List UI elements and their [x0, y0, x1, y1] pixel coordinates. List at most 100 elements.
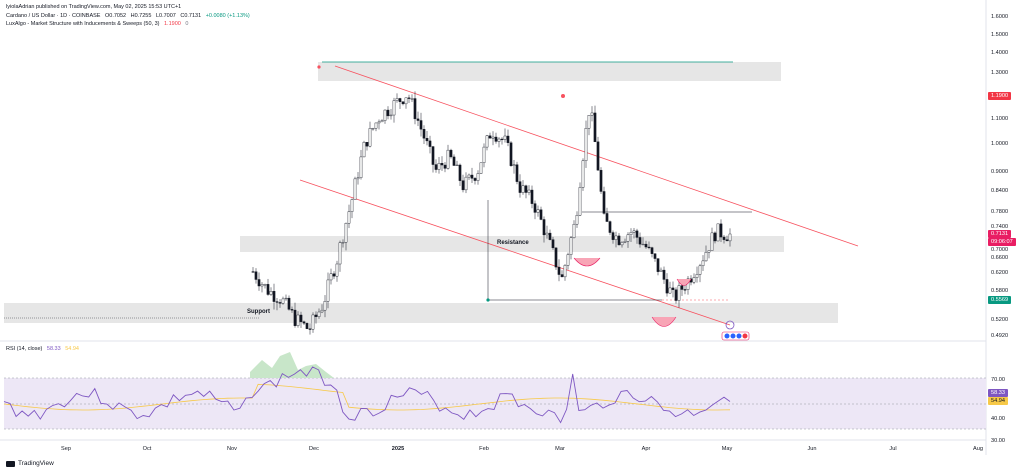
- price-axis-label: 0.5200: [991, 317, 1008, 323]
- time-axis-label: Nov: [227, 446, 237, 452]
- candle-body: [701, 260, 705, 267]
- candle-body: [692, 277, 696, 283]
- price-axis-label: 0.6600: [991, 255, 1008, 261]
- symbol-name[interactable]: Cardano / US Dollar · 1D · COINBASE: [6, 13, 101, 19]
- high-price-tag: 1.1900: [988, 92, 1012, 100]
- candle-body: [350, 199, 354, 212]
- price-axis-label: 0.7800: [991, 209, 1008, 215]
- candle-body: [266, 284, 270, 295]
- candle-body: [362, 141, 366, 158]
- indicator-value: 1.1900: [164, 21, 181, 27]
- price-axis-label: 0.6200: [991, 270, 1008, 276]
- candle-body: [647, 246, 651, 249]
- projection-icon[interactable]: [725, 320, 735, 330]
- indicator-name[interactable]: LuxAlgo - Market Structure with Induceme…: [6, 21, 160, 27]
- candle-body: [299, 314, 303, 322]
- candle-body: [533, 203, 537, 213]
- candle-body: [677, 285, 681, 301]
- candle-body: [311, 314, 315, 330]
- resistance-label: Resistance: [497, 240, 529, 246]
- candle-body: [479, 162, 483, 174]
- price-axis-label: 0.7400: [991, 224, 1008, 230]
- price-axis-label: 1.5000: [991, 32, 1008, 38]
- candle-body: [413, 98, 417, 120]
- candle-body: [497, 138, 501, 142]
- candle-body: [371, 128, 375, 130]
- candle-body: [662, 269, 666, 280]
- candle-body: [344, 223, 348, 243]
- candle-body: [320, 309, 324, 313]
- price-axis-label: 1.4000: [991, 50, 1008, 56]
- time-axis-label: Mar: [555, 446, 565, 452]
- candle-body: [314, 314, 318, 317]
- candle-body: [728, 233, 732, 242]
- candle-body: [404, 97, 408, 105]
- candle-body: [251, 271, 255, 273]
- rsi-value: 58.33: [46, 346, 61, 352]
- rsi-ma-tag: 54.94: [988, 397, 1008, 405]
- rsi-ma-value: 54.94: [65, 346, 79, 352]
- candle-body: [386, 109, 390, 117]
- rsi-legend: RSI (14, close) 58.33 54.94: [6, 346, 82, 352]
- time-axis-label: Feb: [479, 446, 489, 452]
- candle-body: [443, 164, 447, 169]
- rsi-axis-label: 70.00: [991, 377, 1005, 383]
- rsi-name[interactable]: RSI (14, close): [6, 346, 43, 352]
- time-axis[interactable]: Sep Oct Nov Dec 2025 Feb Mar Apr May Jun Jul Aug: [61, 446, 983, 452]
- candle-body: [575, 215, 579, 225]
- last-price-tag: 0.7131: [988, 230, 1012, 238]
- candle-body: [485, 135, 489, 148]
- top-marker: [317, 65, 321, 69]
- candle-body: [272, 291, 276, 302]
- candle-body: [359, 156, 363, 178]
- candle-body: [461, 180, 465, 191]
- candle-body: [722, 236, 726, 240]
- candle-body: [431, 146, 435, 165]
- candle-body: [446, 149, 450, 169]
- footer-brand[interactable]: TradingView: [6, 460, 54, 467]
- candle-body: [632, 230, 636, 233]
- candle-body: [422, 129, 426, 139]
- price-axis-label: 0.5800: [991, 288, 1008, 294]
- symbol-line: Cardano / US Dollar · 1D · COINBASE O0.7…: [6, 13, 253, 19]
- candle-body: [656, 258, 660, 272]
- publisher-line: lyiolaAdrian published on TradingView.co…: [6, 4, 184, 10]
- candle-body: [698, 265, 702, 275]
- sweep-marker-3: [651, 316, 677, 327]
- candle-body: [392, 100, 396, 116]
- candle-body: [437, 163, 441, 170]
- candle-body: [563, 265, 567, 278]
- candle-body: [551, 239, 555, 249]
- candle-body: [539, 209, 543, 220]
- candle-body: [590, 112, 594, 116]
- time-axis-label: Jul: [889, 446, 896, 452]
- candle-body: [317, 311, 321, 317]
- price-axis[interactable]: 1.60001.50001.40001.30001.20001.10001.00…: [991, 14, 1008, 339]
- time-axis-label: Sep: [61, 446, 71, 452]
- candle-body: [716, 223, 720, 242]
- candle-body: [515, 164, 519, 182]
- candle-body: [566, 254, 570, 266]
- time-axis-label: May: [722, 446, 733, 452]
- candle-body: [383, 109, 387, 121]
- rsi-axis[interactable]: 70.00 40.00 30.00: [991, 377, 1005, 444]
- ohlc-close: C0.7131: [180, 13, 202, 19]
- candle-body: [494, 136, 498, 142]
- time-axis-label: Aug: [973, 446, 983, 452]
- candle-body: [602, 191, 606, 214]
- channel-upper-line: [334, 65, 859, 247]
- candle-body: [503, 135, 507, 140]
- support-zone: [4, 303, 838, 323]
- candle-body: [620, 242, 624, 246]
- candle-body: [356, 177, 360, 180]
- candle-body: [332, 273, 336, 277]
- sweep-marker-2: [676, 278, 692, 286]
- candle-body: [617, 235, 621, 246]
- candle-body: [284, 297, 288, 300]
- candle-body: [629, 232, 633, 235]
- candle-body: [605, 213, 609, 222]
- candle-body: [281, 298, 285, 304]
- tradingview-logo-icon: [6, 460, 15, 467]
- candle-body: [347, 211, 351, 224]
